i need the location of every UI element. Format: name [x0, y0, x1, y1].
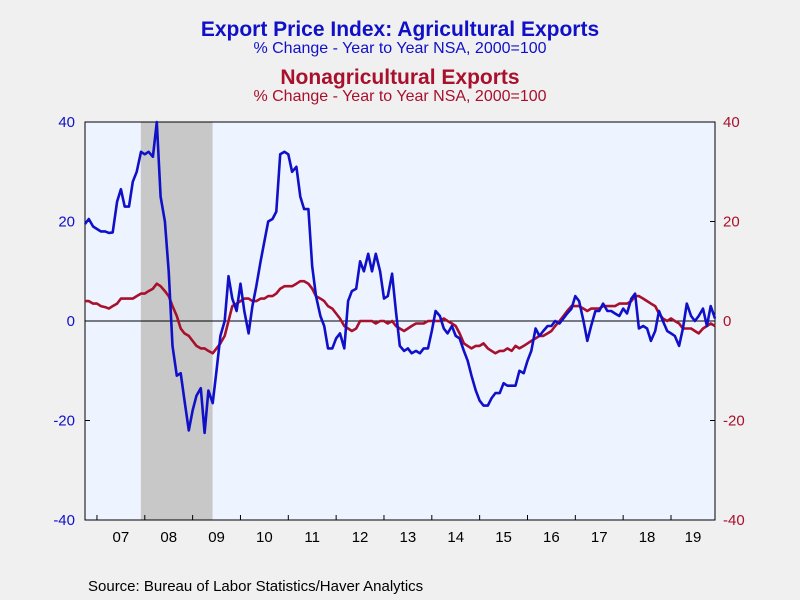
source-note: Source: Bureau of Labor Statistics/Haver…	[88, 578, 424, 595]
x-tick-label: 15	[495, 529, 512, 546]
y-tick-label-right: -40	[723, 512, 745, 529]
chart-subtitle-2: % Change - Year to Year NSA, 2000=100	[253, 88, 547, 105]
y-tick-label-right: -20	[723, 413, 745, 430]
series-line-agricultural	[83, 120, 717, 435]
x-tick-label: 17	[591, 529, 608, 546]
x-tick-label: 07	[113, 529, 130, 546]
y-tick-label-right: 0	[723, 313, 731, 330]
y-tick-label-right: 20	[723, 214, 740, 231]
x-tick-label: 10	[256, 529, 273, 546]
x-tick-label: 08	[160, 529, 177, 546]
series-line-nonagricultural	[85, 279, 716, 355]
x-tick-label: 09	[208, 529, 225, 546]
y-tick-label-left: 40	[58, 114, 75, 131]
chart-title-2: Nonagricultural Exports	[280, 66, 520, 89]
y-tick-label-left: 20	[58, 214, 75, 231]
x-tick-label: 13	[400, 529, 417, 546]
x-tick-label: 14	[447, 529, 464, 546]
chart-title: Export Price Index: Agricultural Exports	[200, 18, 600, 41]
x-tick-label: 18	[639, 529, 656, 546]
x-tick-label: 11	[304, 529, 320, 546]
y-tick-label-right: 40	[723, 114, 740, 131]
chart-subtitle: % Change - Year to Year NSA, 2000=100	[253, 40, 547, 57]
y-tick-label-left: 0	[67, 313, 75, 330]
y-tick-label-left: -40	[53, 512, 75, 529]
x-tick-label: 16	[543, 529, 560, 546]
x-tick-label: 12	[352, 529, 369, 546]
x-tick-label: 19	[685, 529, 702, 546]
y-tick-label-left: -20	[53, 413, 75, 430]
